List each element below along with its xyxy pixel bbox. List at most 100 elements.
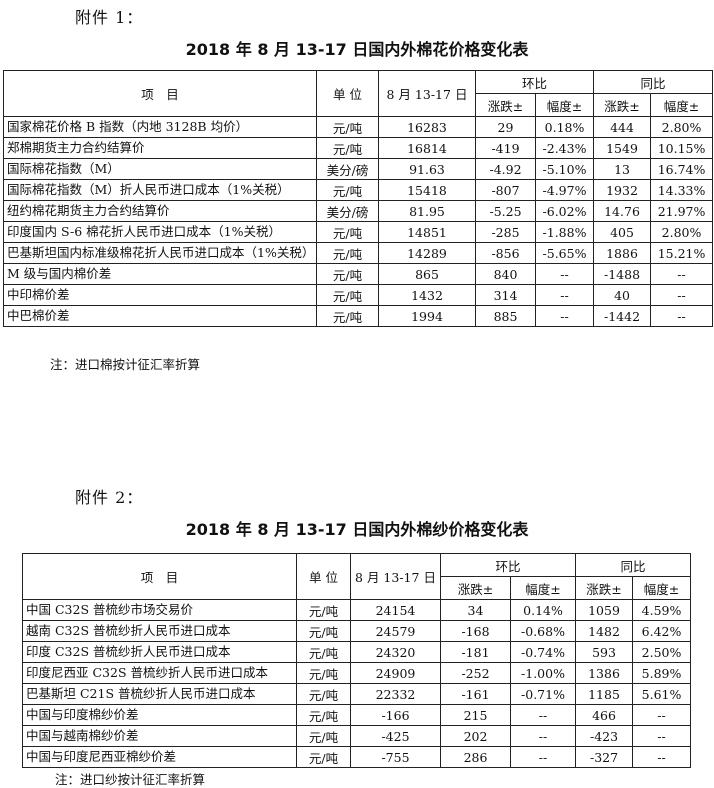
cell-mom-pct: -0.68% bbox=[509, 620, 577, 642]
cell-item: 巴基斯坦 C21S 普梳纱折人民币进口成本 bbox=[22, 683, 297, 705]
cell-mom-pct: -0.74% bbox=[509, 641, 577, 663]
cell-yoy-pct: -- bbox=[632, 704, 692, 726]
cell-mom-pct: -1.88% bbox=[534, 221, 595, 243]
cell-unit: 元/吨 bbox=[296, 725, 351, 747]
cell-mom-change: -419 bbox=[475, 137, 536, 159]
table-note-2: 注：进口纱按计征汇率折算 bbox=[55, 772, 206, 787]
cell-item: 印度尼西亚 C32S 普梳纱折人民币进口成本 bbox=[22, 662, 297, 684]
attachment-label-2: 附件 2： bbox=[75, 488, 144, 507]
cell-unit: 元/吨 bbox=[316, 284, 379, 306]
subheader-row: 涨跌± 幅度± 涨跌± 幅度± bbox=[23, 576, 692, 600]
cell-yoy-change: 466 bbox=[575, 704, 634, 726]
cell-mom-change: 29 bbox=[475, 116, 536, 138]
cell-yoy-change: -423 bbox=[575, 725, 634, 747]
cell-yoy-pct: -- bbox=[650, 263, 714, 285]
cell-mom-change: 840 bbox=[475, 263, 536, 285]
cell-yoy-change: 13 bbox=[593, 158, 652, 180]
cell-yoy-change: 1549 bbox=[593, 137, 652, 159]
cell-mom-pct: -- bbox=[534, 284, 595, 306]
cell-yoy-pct: 14.33% bbox=[650, 179, 714, 201]
cell-mom-pct: -2.43% bbox=[534, 137, 595, 159]
header-mom-change: 涨跌± bbox=[440, 576, 511, 600]
cell-yoy-pct: -- bbox=[632, 746, 692, 768]
header-yoy: 同比 bbox=[593, 70, 714, 94]
cell-value: -425 bbox=[350, 725, 441, 747]
header-unit: 单 位 bbox=[296, 553, 351, 600]
cell-value: 24320 bbox=[350, 641, 441, 663]
cell-yoy-change: 405 bbox=[593, 221, 652, 243]
cell-item: 国家棉花价格 B 指数（内地 3128B 均价） bbox=[3, 116, 317, 138]
cell-mom-change: 314 bbox=[475, 284, 536, 306]
cell-yoy-change: 1482 bbox=[575, 620, 634, 642]
cell-unit: 元/吨 bbox=[316, 242, 379, 264]
cell-unit: 元/吨 bbox=[296, 746, 351, 768]
header-mom-change: 涨跌± bbox=[475, 93, 536, 117]
cell-yoy-pct: 2.80% bbox=[650, 116, 714, 138]
cell-item: 印度国内 S-6 棉花折人民币进口成本（1%关税） bbox=[3, 221, 317, 243]
table-row: 中国与印度棉纱价差 元/吨 -166 215 -- 466 -- bbox=[22, 704, 692, 726]
header-yoy: 同比 bbox=[575, 553, 692, 577]
cell-unit: 元/吨 bbox=[296, 662, 351, 684]
cell-item: 巴基斯坦国内标准级棉花折人民币进口成本（1%关税） bbox=[3, 242, 317, 264]
table-row: 中国与印度尼西亚棉纱价差 元/吨 -755 286 -- -327 -- bbox=[22, 746, 692, 768]
cell-mom-change: -168 bbox=[440, 620, 511, 642]
cell-value: 1432 bbox=[378, 284, 476, 306]
cell-item: 中印棉价差 bbox=[3, 284, 317, 306]
cell-value: 16814 bbox=[378, 137, 476, 159]
cell-item: 中国与印度棉纱价差 bbox=[22, 704, 297, 726]
cell-mom-change: -285 bbox=[475, 221, 536, 243]
cell-item: 中国与越南棉纱价差 bbox=[22, 725, 297, 747]
cell-yoy-change: 1932 bbox=[593, 179, 652, 201]
table-row: 纽约棉花期货主力合约结算价 美分/磅 81.95 -5.25 -6.02% 14.76 21… bbox=[3, 200, 714, 222]
header-period: 8 月 13-17 日 bbox=[350, 553, 441, 600]
table-row: 郑棉期货主力合约结算价 元/吨 16814 -419 -2.43% 1549 10.15% bbox=[3, 137, 714, 159]
cell-unit: 元/吨 bbox=[316, 116, 379, 138]
cell-yoy-pct: -- bbox=[650, 284, 714, 306]
cell-yoy-pct: 2.50% bbox=[632, 641, 692, 663]
cell-yoy-change: -1442 bbox=[593, 305, 652, 327]
table-row: M 级与国内棉价差 元/吨 865 840 -- -1488 -- bbox=[3, 263, 714, 285]
cell-unit: 元/吨 bbox=[296, 620, 351, 642]
table-row: 国际棉花指数（M）折人民币进口成本（1%关税） 元/吨 15418 -807 -4.97… bbox=[3, 179, 714, 201]
cell-yoy-change: 1386 bbox=[575, 662, 634, 684]
table-row: 越南 C32S 普梳纱折人民币进口成本 元/吨 24579 -168 -0.68% 148… bbox=[22, 620, 692, 642]
cell-value: 24579 bbox=[350, 620, 441, 642]
cell-unit: 元/吨 bbox=[316, 263, 379, 285]
cell-value: 24909 bbox=[350, 662, 441, 684]
cell-value: 24154 bbox=[350, 599, 441, 621]
cell-yoy-change: 444 bbox=[593, 116, 652, 138]
cell-value: -755 bbox=[350, 746, 441, 768]
cell-yoy-change: -327 bbox=[575, 746, 634, 768]
cell-item: M 级与国内棉价差 bbox=[3, 263, 317, 285]
cell-value: 16283 bbox=[378, 116, 476, 138]
table-row: 中印棉价差 元/吨 1432 314 -- 40 -- bbox=[3, 284, 714, 306]
cell-value: 15418 bbox=[378, 179, 476, 201]
cell-item: 中国 C32S 普梳纱市场交易价 bbox=[22, 599, 297, 621]
header-mom: 环比 bbox=[474, 70, 595, 94]
table-note-1: 注：进口棉按计征汇率折算 bbox=[50, 357, 201, 372]
table-row: 国家棉花价格 B 指数（内地 3128B 均价） 元/吨 16283 29 0.18% 4… bbox=[3, 116, 714, 138]
table-row: 印度 C32S 普梳纱折人民币进口成本 元/吨 24320 -181 -0.74% 593… bbox=[22, 641, 692, 663]
cell-mom-pct: -- bbox=[534, 263, 595, 285]
cell-mom-pct: 0.14% bbox=[509, 599, 577, 621]
header-item: 项 目 bbox=[22, 553, 297, 600]
cell-mom-pct: -- bbox=[509, 746, 577, 768]
table-row: 印度尼西亚 C32S 普梳纱折人民币进口成本 元/吨 24909 -252 -1.00%… bbox=[22, 662, 692, 684]
cell-mom-change: 34 bbox=[440, 599, 511, 621]
cell-yoy-change: 1886 bbox=[593, 242, 652, 264]
cell-value: 81.95 bbox=[378, 200, 476, 222]
cell-yoy-change: 40 bbox=[593, 284, 652, 306]
cell-yoy-pct: 15.21% bbox=[650, 242, 714, 264]
header-mom-pct: 幅度± bbox=[509, 576, 577, 600]
table-title-1: 2018 年 8 月 13-17 日国内外棉花价格变化表 bbox=[185, 40, 529, 59]
header-yoy-change: 涨跌± bbox=[593, 93, 652, 117]
cell-item: 国际棉花指数（M） bbox=[3, 158, 317, 180]
cell-mom-change: 202 bbox=[440, 725, 511, 747]
cell-value: 865 bbox=[378, 263, 476, 285]
cell-mom-pct: -1.00% bbox=[509, 662, 577, 684]
cell-yoy-change: 1185 bbox=[575, 683, 634, 705]
table-title-2: 2018 年 8 月 13-17 日国内外棉纱价格变化表 bbox=[185, 520, 529, 539]
